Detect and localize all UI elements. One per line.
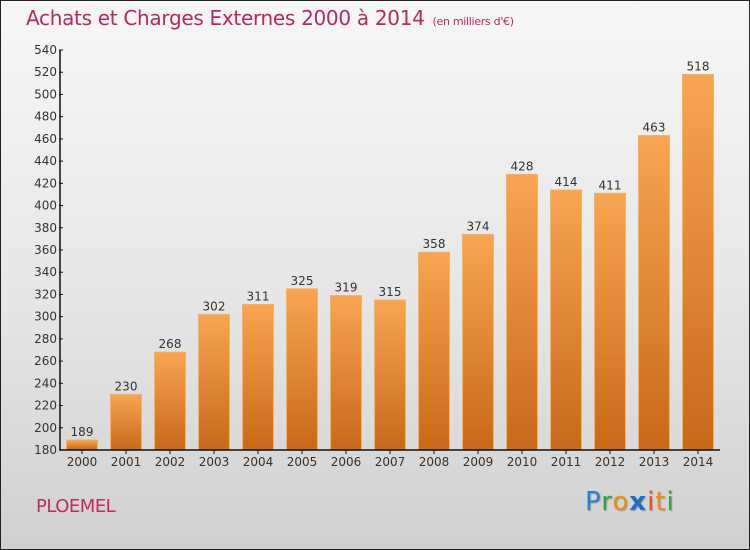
bar-2007	[374, 299, 406, 451]
x-tick-label-2000: 2000	[67, 455, 98, 469]
bar-2014	[682, 73, 714, 451]
city-name: PLOEMEL	[36, 496, 116, 517]
y-tick-label-300: 300	[34, 310, 57, 324]
bar-2011	[550, 189, 582, 451]
y-tick-label-440: 440	[34, 154, 57, 168]
bars-group: 189 230 268 302 311 325 319 315 358 374 428 414 411 4…	[66, 59, 714, 451]
bar-2006	[330, 295, 362, 451]
y-tick-label-520: 520	[34, 65, 57, 79]
logo-letter: r	[601, 487, 613, 517]
logo-letter: P	[585, 487, 602, 517]
x-tick-label-2012: 2012	[595, 455, 626, 469]
x-tick-label-2009: 2009	[463, 455, 494, 469]
bar-2013	[638, 135, 670, 451]
bar-2008	[418, 251, 450, 451]
logo-letter: o	[612, 487, 630, 517]
y-tick-label-260: 260	[34, 354, 57, 368]
x-tick-label-2005: 2005	[287, 455, 318, 469]
value-label-2011: 414	[555, 175, 578, 189]
x-tick-label-2007: 2007	[375, 455, 406, 469]
value-label-2004: 311	[247, 289, 270, 303]
y-tick-label-320: 320	[34, 287, 57, 301]
value-label-2003: 302	[203, 299, 226, 313]
y-tick-label-480: 480	[34, 110, 57, 124]
bar-2002	[154, 351, 186, 451]
chart-title: Achats et Charges Externes 2000 à 2014 (e…	[26, 6, 514, 30]
y-tick-label-180: 180	[34, 443, 57, 457]
title-unit: (en milliers d'€)	[432, 15, 514, 28]
y-tick-label-360: 360	[34, 243, 57, 257]
y-tick-label-460: 460	[34, 132, 57, 146]
x-tick-label-2011: 2011	[551, 455, 582, 469]
x-tick-label-2002: 2002	[155, 455, 186, 469]
proxiti-logo: Proxiti	[585, 487, 675, 517]
logo-letter: i	[647, 487, 656, 517]
y-tick-label-220: 220	[34, 399, 57, 413]
value-label-2002: 268	[159, 337, 182, 351]
value-label-2005: 325	[291, 274, 314, 288]
title-text: Achats et Charges Externes 2000 à 2014	[26, 6, 425, 30]
value-label-2014: 518	[687, 59, 710, 73]
x-tick-label-2008: 2008	[419, 455, 450, 469]
value-label-2000: 189	[71, 425, 94, 439]
bar-2004	[242, 303, 274, 451]
x-tick-label-2001: 2001	[111, 455, 142, 469]
value-label-2010: 428	[511, 159, 534, 173]
bar-2005	[286, 288, 318, 451]
x-tick-label-2014: 2014	[683, 455, 714, 469]
value-label-2007: 315	[379, 285, 402, 299]
y-tick-label-340: 340	[34, 265, 57, 279]
value-label-2013: 463	[643, 121, 666, 135]
x-tick-label-2004: 2004	[243, 455, 274, 469]
axes-group: 2000 2001 2002 2003 2004 2005 2006 2007 2008 2009…	[34, 43, 720, 469]
logo-letter: i	[666, 487, 675, 517]
y-tick-label-280: 280	[34, 332, 57, 346]
x-tick-label-2013: 2013	[639, 455, 670, 469]
y-tick-label-420: 420	[34, 176, 57, 190]
bar-2012	[594, 192, 626, 451]
value-label-2008: 358	[423, 237, 446, 251]
logo-letter: t	[655, 487, 667, 517]
bar-2010	[506, 173, 538, 451]
y-tick-label-200: 200	[34, 421, 57, 435]
bar-2009	[462, 233, 494, 451]
y-tick-label-240: 240	[34, 376, 57, 390]
value-label-2006: 319	[335, 281, 358, 295]
bar-2001	[110, 393, 142, 451]
x-tick-label-2006: 2006	[331, 455, 362, 469]
logo-letter: x	[629, 487, 648, 517]
bar-2003	[198, 313, 230, 451]
y-tick-label-400: 400	[34, 199, 57, 213]
value-label-2009: 374	[467, 219, 490, 233]
value-label-2001: 230	[115, 379, 138, 393]
y-tick-label-500: 500	[34, 87, 57, 101]
value-label-2012: 411	[599, 178, 622, 192]
y-tick-label-380: 380	[34, 221, 57, 235]
bar-2000	[66, 439, 98, 451]
y-tick-label-540: 540	[34, 43, 57, 57]
x-tick-label-2003: 2003	[199, 455, 230, 469]
x-tick-label-2010: 2010	[507, 455, 538, 469]
